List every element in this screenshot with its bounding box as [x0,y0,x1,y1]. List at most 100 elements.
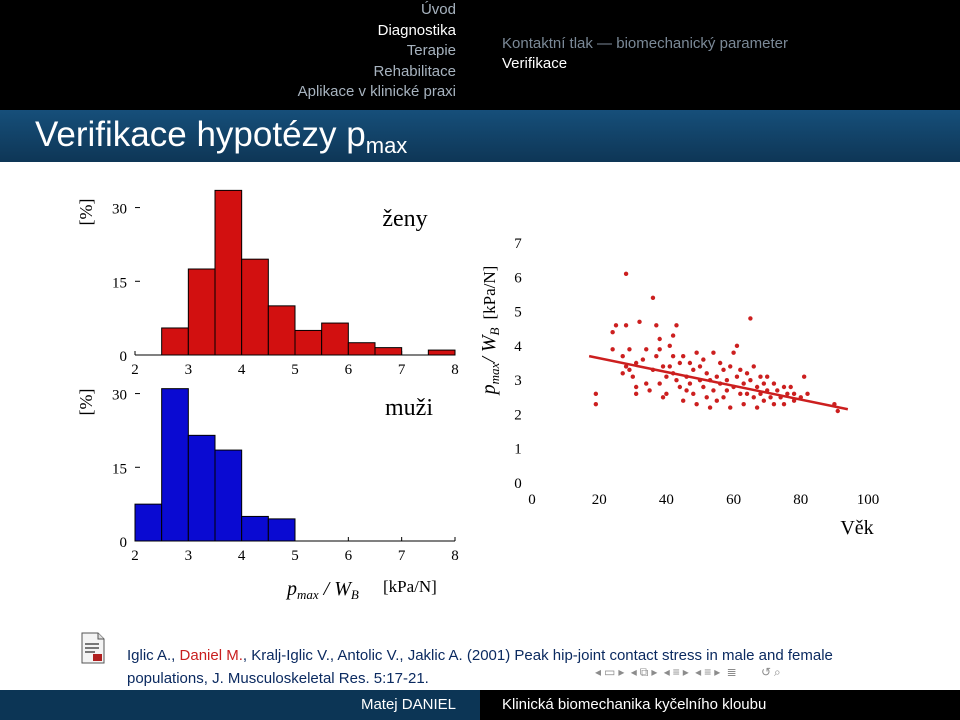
scatter-point [781,384,787,390]
histogram-bar [347,342,376,356]
histogram-bar [161,327,189,356]
nav-section-terapie[interactable]: Terapie [406,42,456,59]
y-tick-label: 30 [112,388,127,404]
scatter-point [697,364,703,369]
x-tick-label: 2 [131,548,139,564]
scatter-point [748,377,753,383]
document-icon[interactable] [80,632,106,664]
scatter-point [677,384,683,390]
x-tick-label: 0 [528,492,536,508]
x-axis-label-scatter: Věk [840,517,873,539]
x-tick-label: 3 [185,548,193,564]
nav-subsection-verifikace[interactable]: Verifikace [502,55,568,72]
scatter-point [687,360,693,366]
y-tick-label: 30 [112,202,127,218]
scatter-point [650,295,656,301]
x-tick-label: 100 [857,492,880,508]
nav-section-diagnostika[interactable]: Diagnostika [377,21,456,39]
scatter-point [610,329,615,335]
left-arrow-icon[interactable]: ◂ [695,665,702,679]
scatter-point [701,384,706,390]
x-tick-label: 6 [345,362,353,378]
title-bar [0,110,960,162]
scatter-point [761,381,767,386]
scatter-point [744,371,750,376]
align-icon[interactable]: ≣ [726,665,737,679]
right-arrow-icon[interactable]: ▸ [651,665,658,679]
x-tick-label: 5 [291,362,299,378]
section-icon[interactable]: ≡ [672,665,680,679]
scatter-point [734,343,740,349]
scatter-point [667,364,672,369]
scatter-point [644,381,649,386]
scatter-point [613,323,619,328]
y-ticks-scatter: 0 1 2 3 4 5 6 7 [514,236,522,492]
scatter-point [758,374,763,379]
scatter-point [694,350,699,355]
slide-title-subscript: max [365,133,408,158]
y-axis-label-scatter: pmax/ WB[kPa/N] [478,266,502,397]
scatter-point [630,374,635,379]
scatter-point [654,353,659,359]
bars-men [134,388,296,542]
right-arrow-icon[interactable]: ▸ [714,665,721,679]
subsection-icon[interactable]: ⧉ [639,665,649,679]
scatter-point [724,388,730,393]
slide-title: Verifikace hypotézy pmax [35,115,407,159]
histogram-bar [214,449,243,542]
scatter-point [691,391,696,397]
scatter-point [657,381,662,386]
y-axis-label-men: [%] [76,389,96,416]
nav-section-uvod[interactable]: Úvod [420,1,456,18]
scatter-point [660,364,666,369]
scatter-point [670,333,676,338]
left-arrow-icon[interactable]: ◂ [663,665,670,679]
scatter-point [721,367,726,373]
x-tick-label: 20 [592,492,607,508]
x-axis-unit-men: [kPa/N] [383,577,437,596]
histogram-bar [374,347,403,356]
scatter-point [771,401,777,407]
footer-course-bar: Klinická biomechanika kyčelního kloubu [480,690,960,720]
scatter-point [704,395,709,400]
footer-author-bar: Matej DANIEL [0,690,480,720]
scatter-point [610,347,615,352]
presentation-icon[interactable]: ≡ [704,665,712,679]
y-tick-label: 4 [514,339,522,355]
scatter-point [738,367,743,373]
frame-icon[interactable]: ▭ [604,665,616,679]
scatter-points [593,271,840,414]
scatter-point [664,374,669,379]
right-arrow-icon[interactable]: ▸ [682,665,689,679]
x-ticks-scatter: 0 20 40 60 80 100 [528,492,879,508]
histogram-bar [134,503,163,542]
right-arrow-icon[interactable]: ▸ [618,665,625,679]
y-ticks-men: 0 15 30 [112,388,140,551]
x-tick-label: 60 [726,492,741,508]
undo-icon[interactable]: ↺ [760,665,772,679]
scatter-point [724,377,730,383]
nav-subsection-kontaktni-tlak[interactable]: Kontaktní tlak — biomechanický parameter [502,35,788,52]
reference-authors-1: Iglic A., [127,647,180,664]
left-arrow-icon[interactable]: ◂ [630,665,637,679]
nav-section-rehabilitace[interactable]: Rehabilitace [373,62,456,80]
scatter-point [704,371,709,376]
y-tick-label: 1 [514,442,522,458]
y-tick-label: 6 [514,270,522,286]
left-arrow-icon[interactable]: ◂ [595,665,602,679]
scatter-point [731,350,736,355]
scatter-point [728,364,733,369]
scatter-point [647,388,652,393]
scatter-point [711,350,716,355]
x-tick-label: 7 [398,362,406,378]
search-icon[interactable]: ⌕ [774,665,781,679]
y-tick-label: 0 [120,535,128,551]
scatter-point [654,323,659,328]
section-navigation: Úvod Diagnostika Terapie Rehabilitace Ap… [0,0,462,110]
nav-section-aplikace[interactable]: Aplikace v klinické praxi [297,83,456,100]
scatter-point [677,360,683,366]
scatter-point [754,384,760,390]
scatter-point [674,377,679,383]
histogram-women: [%] ženy 0 15 30 2 3 4 5 6 7 8 [76,189,459,378]
scatter-point [681,353,686,359]
